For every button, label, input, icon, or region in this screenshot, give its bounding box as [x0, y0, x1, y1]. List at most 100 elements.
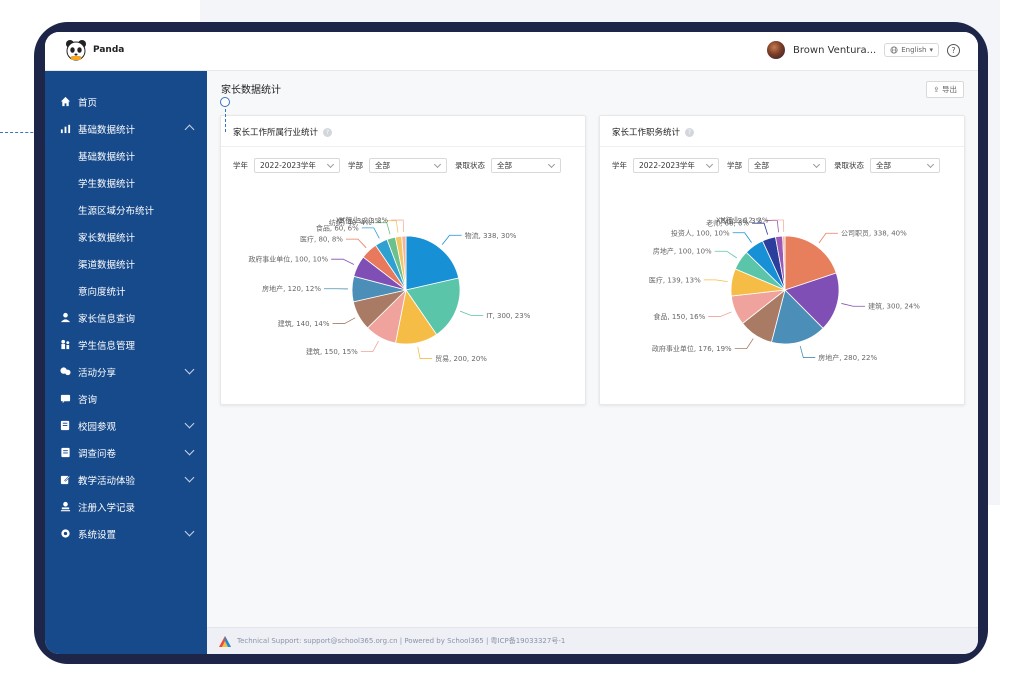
chevron-down-icon: [326, 160, 335, 169]
export-icon: ⇪: [933, 85, 940, 94]
register-icon: [59, 501, 71, 513]
filter-row: 学年 2022-2023学年 学部 全部 录取状态 全部: [233, 158, 561, 173]
globe-icon: [890, 46, 898, 54]
industry-pie-chart: 物流, 338, 30% IT, 300, 23% 贸易, 200, 20% 建筑, …: [248, 216, 531, 364]
chevron-down-icon: [184, 526, 195, 537]
filter-row: 学年 2022-2023学年 学部 全部 录取状态 全部: [612, 158, 940, 173]
info-icon[interactable]: ?: [685, 127, 695, 137]
slice-label: XX行业, 12, 2%: [716, 216, 769, 225]
slice-label: 纺织, 40, 4%: [329, 218, 372, 227]
industry-chart-card: 家长工作所属行业统计 ? 学年 2022-2023学年 学部 全部 录取状态 全…: [220, 115, 586, 405]
chart-icon: [59, 123, 71, 135]
sidebar-item-activity-share[interactable]: 活动分享: [45, 358, 207, 385]
slice-label: 食品, 150, 16%: [653, 312, 705, 321]
info-icon[interactable]: ?: [323, 127, 333, 137]
export-button[interactable]: ⇪ 导出: [926, 81, 964, 98]
dept-select[interactable]: 全部: [748, 158, 826, 173]
status-select[interactable]: 全部: [491, 158, 561, 173]
sidebar-item-consult[interactable]: 咨询: [45, 385, 207, 412]
submenu-item-basic-stats[interactable]: 基础数据统计: [78, 151, 136, 163]
avatar[interactable]: [767, 41, 786, 59]
slice-label-line: [384, 220, 399, 233]
chevron-down-icon: [184, 418, 195, 429]
slice-label: 公司职员, 338, 40%: [841, 230, 907, 238]
year-select[interactable]: 2022-2023学年: [633, 158, 719, 173]
app-screen: Panda Brown Ventura... English ▾ ? 首页 基础…: [45, 32, 978, 654]
slice-label: 物流, 338, 30%: [465, 231, 517, 240]
sidebar-item-basic-stats[interactable]: 基础数据统计: [45, 115, 207, 142]
dept-select[interactable]: 全部: [369, 158, 447, 173]
user-icon: [59, 312, 71, 324]
slice-label-line: [732, 232, 752, 243]
slice-label-line: [360, 340, 379, 353]
slice-label-line: [734, 338, 754, 349]
slice-label-line: [374, 222, 391, 235]
pie-slice[interactable]: [784, 272, 840, 329]
sidebar-item-label: 教学活动体验: [78, 475, 136, 487]
pie-slice[interactable]: [782, 235, 786, 291]
pie-slice[interactable]: [784, 235, 837, 291]
pie-slice[interactable]: [405, 235, 460, 291]
dept-select-value: 全部: [754, 161, 769, 170]
slice-label: 投资人, 100, 10%: [671, 228, 730, 237]
submenu-item-student-stats[interactable]: 学生数据统计: [78, 178, 136, 190]
slice-label-line: [345, 238, 367, 249]
pie-slice[interactable]: [401, 235, 407, 291]
chevron-down-icon: [705, 160, 714, 169]
users-icon: [59, 339, 71, 351]
status-select[interactable]: 全部: [870, 158, 940, 173]
sidebar-item-home[interactable]: 首页: [45, 88, 207, 115]
dept-filter-label: 学部: [348, 161, 363, 170]
year-select-value: 2022-2023学年: [639, 161, 695, 170]
gear-icon: [59, 528, 71, 540]
language-selector[interactable]: English ▾: [884, 43, 939, 57]
sidebar-item-settings[interactable]: 系统设置: [45, 520, 207, 547]
school365-logo-icon: [219, 635, 231, 647]
chevron-down-icon: [184, 445, 195, 456]
user-area: Brown Ventura... English ▾ ?: [767, 41, 960, 59]
sidebar-item-teaching-experience[interactable]: 教学活动体验: [45, 466, 207, 493]
slice-label: 房地产, 100, 10%: [653, 247, 712, 256]
slice-label-line: [459, 310, 484, 316]
sidebar-item-survey[interactable]: 调查问卷: [45, 439, 207, 466]
submenu-item-channel-stats[interactable]: 渠道数据统计: [78, 259, 136, 271]
slice-label: 建筑, 150, 15%: [306, 347, 358, 356]
slice-label-line: [391, 219, 405, 233]
year-filter-label: 学年: [612, 161, 627, 170]
sidebar-item-campus-tour[interactable]: 校园参观: [45, 412, 207, 439]
pie-slice[interactable]: [770, 289, 824, 345]
status-filter-label: 录取状态: [455, 161, 485, 170]
top-bar: Panda Brown Ventura... English ▾ ?: [45, 32, 978, 71]
user-name[interactable]: Brown Ventura...: [793, 44, 877, 56]
chevron-down-icon: [433, 160, 442, 169]
dept-filter-label: 学部: [727, 161, 742, 170]
slice-label: 老师, 68, 6%: [706, 219, 749, 228]
slice-label-line: [708, 311, 732, 317]
sidebar-item-label: 首页: [78, 97, 98, 109]
sidebar-item-student-info[interactable]: 学生信息管理: [45, 331, 207, 358]
submenu-item-region-stats[interactable]: 生源区域分布统计: [78, 205, 155, 217]
logo[interactable]: Panda: [65, 39, 124, 61]
survey-icon: [59, 447, 71, 459]
help-icon[interactable]: ?: [947, 43, 960, 57]
sidebar-item-label: 校园参观: [78, 421, 117, 433]
slice-label: 政府事业单位, 100, 10%: [248, 255, 328, 264]
card-title-text: 家长工作所属行业统计: [233, 128, 319, 138]
export-label: 导出: [942, 85, 957, 94]
sidebar-item-enrollment-record[interactable]: 注册入学记录: [45, 493, 207, 520]
slice-label: IT, 300, 23%: [486, 312, 531, 320]
submenu-item-parent-stats[interactable]: 家长数据统计: [78, 232, 136, 244]
submenu-item-intent-stats[interactable]: 意向度统计: [78, 286, 126, 298]
tour-icon: [59, 420, 71, 432]
edit-icon: [59, 474, 71, 486]
main-content: 家长数据统计 ⇪ 导出 家长工作所属行业统计 ? 学年 2022-2023学年 …: [207, 71, 978, 627]
slice-label-line: [361, 227, 380, 239]
annotation-guide-line-vertical: [225, 104, 226, 132]
sidebar-item-parent-info[interactable]: 家长信息查询: [45, 304, 207, 331]
position-pie-chart: 公司职员, 338, 40% 建筑, 300, 24% 房地产, 280, 22% 政…: [649, 216, 920, 363]
slice-label: 建筑, 140, 14%: [278, 319, 330, 328]
pie-slice[interactable]: [405, 277, 461, 336]
status-select-value: 全部: [876, 161, 891, 170]
slice-label-line: [799, 345, 816, 358]
year-select[interactable]: 2022-2023学年: [254, 158, 340, 173]
